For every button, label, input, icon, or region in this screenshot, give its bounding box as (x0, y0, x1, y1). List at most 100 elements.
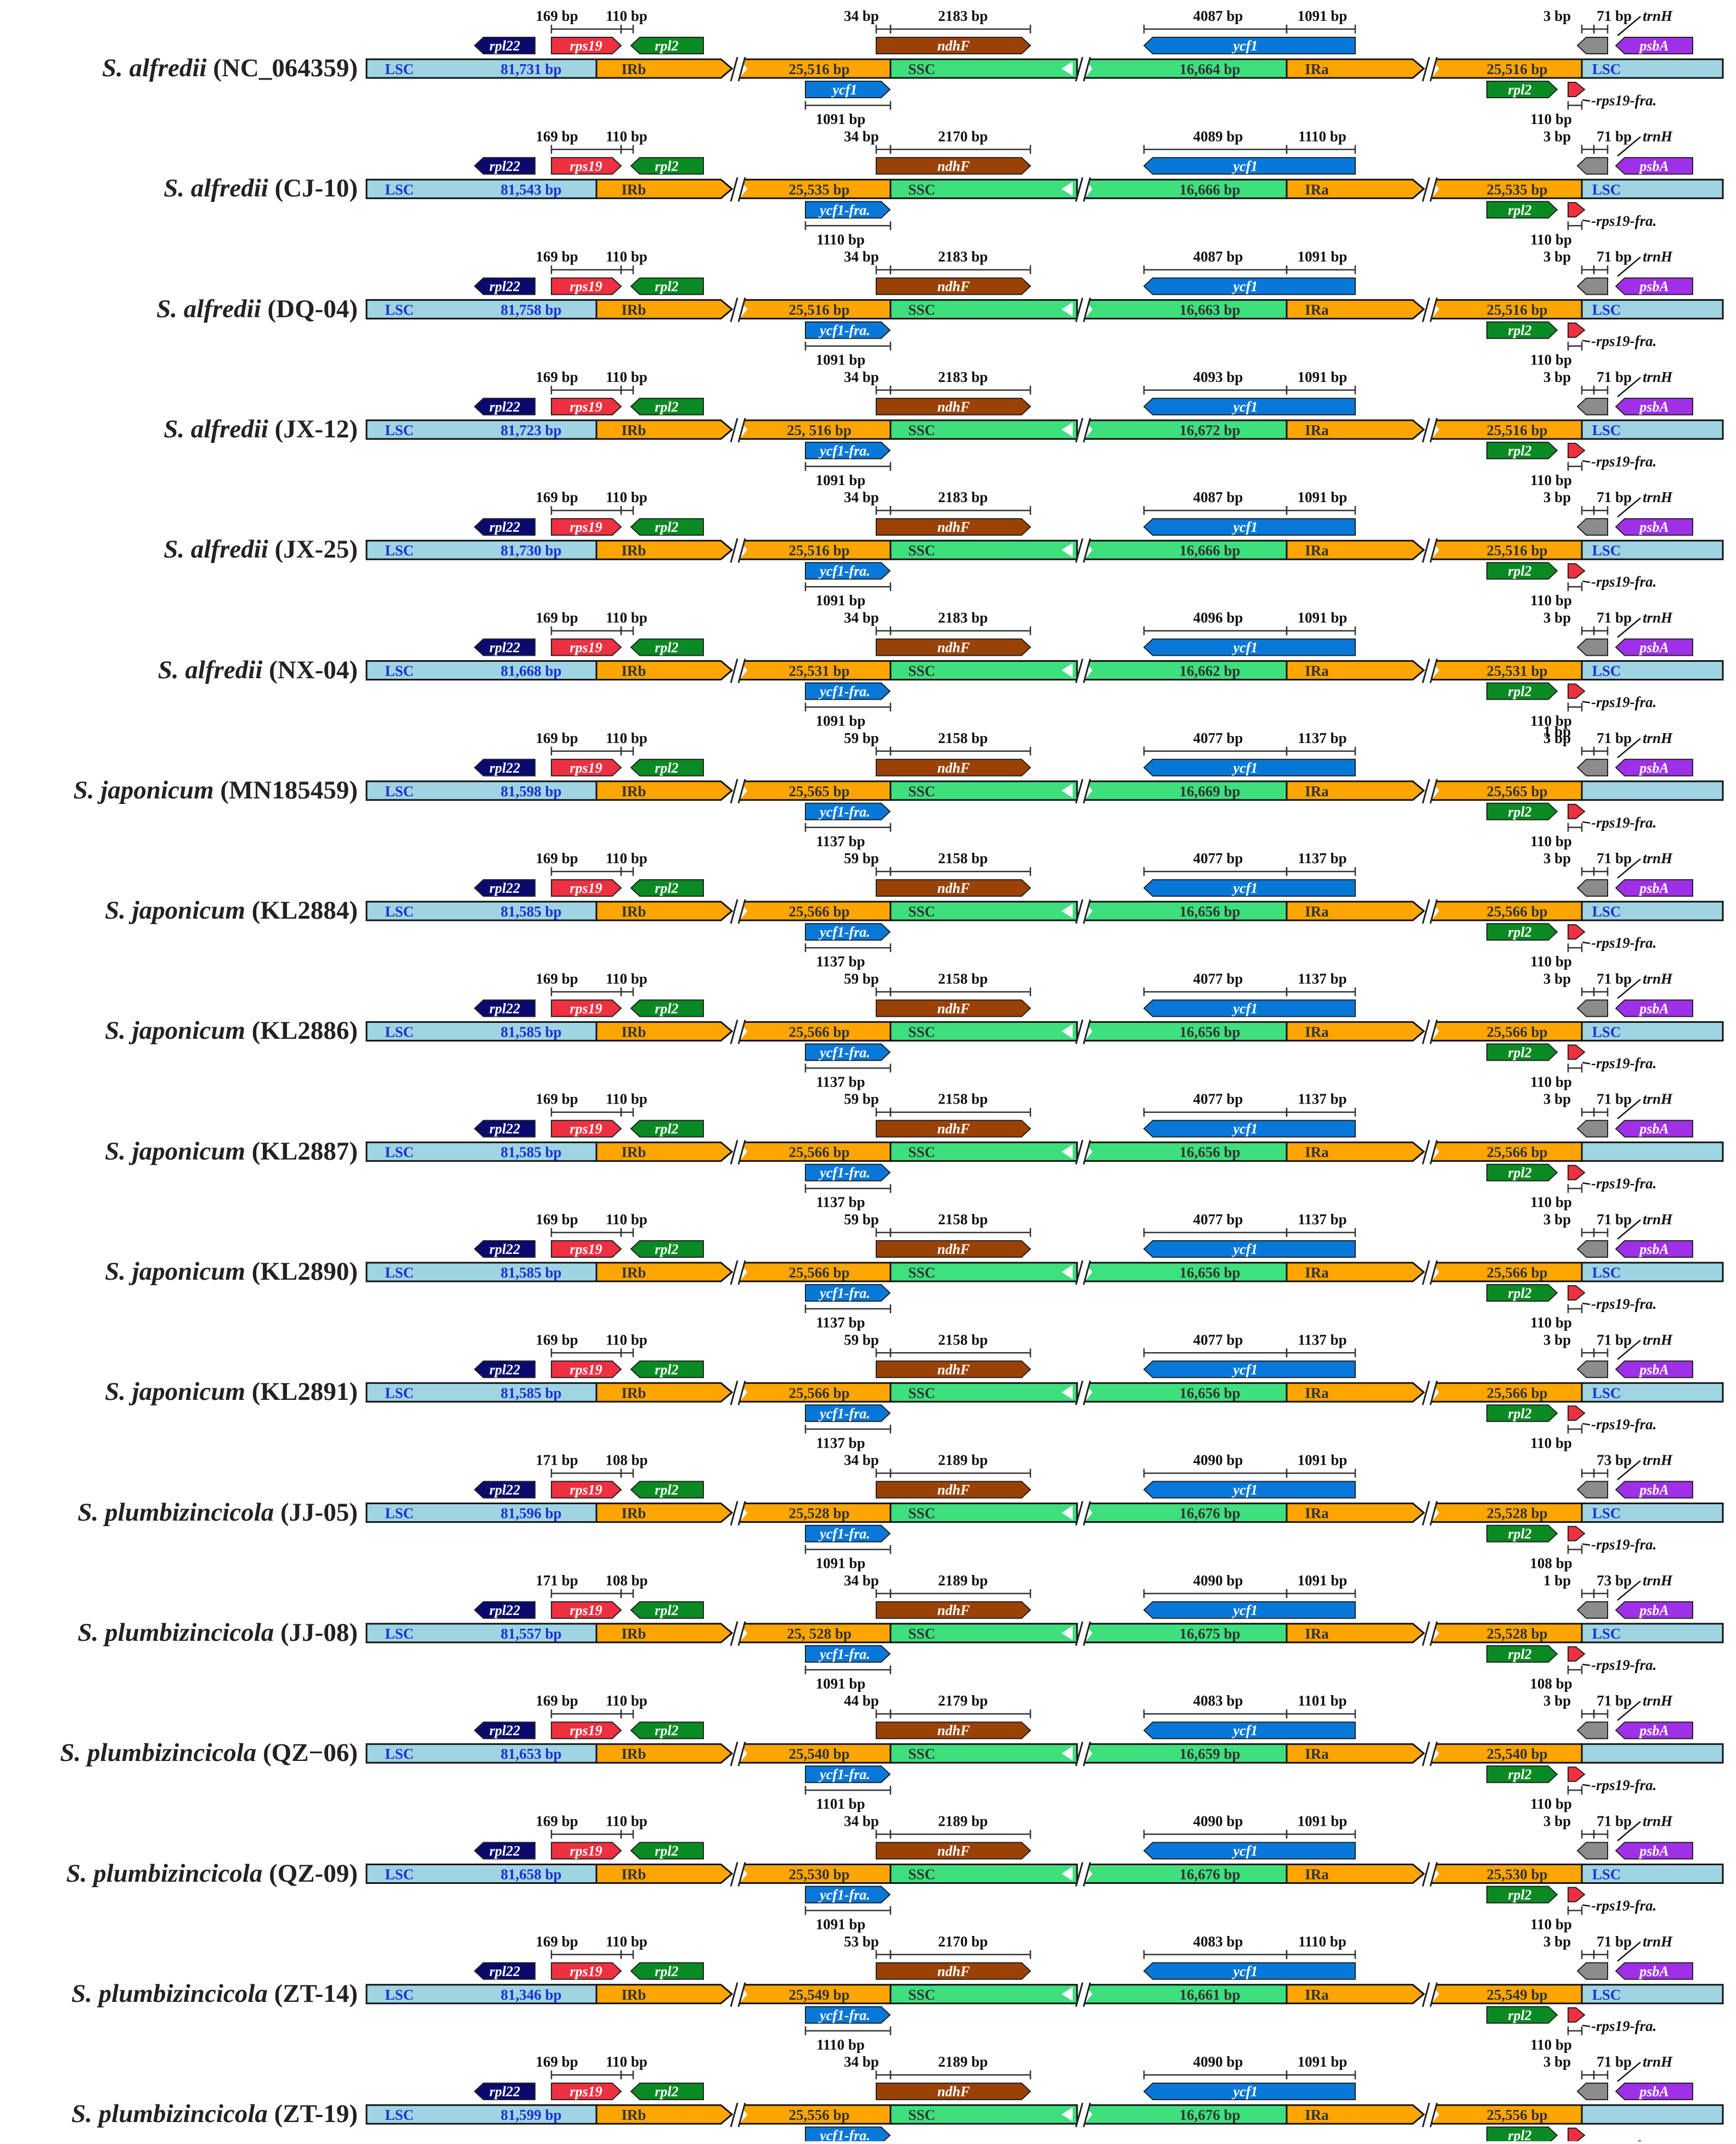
rps19-length: 169 bp (536, 610, 578, 626)
rpl2-gene (1486, 1043, 1558, 1061)
ssc-label: SSC (908, 1385, 935, 1401)
rps19-fra-pointer (1582, 1663, 1591, 1667)
ira-region (1286, 1141, 1425, 1162)
trnH-label: trnH (1643, 1091, 1673, 1107)
ira-label: IRa (1305, 1385, 1329, 1401)
lsc-label: LSC (385, 2107, 414, 2123)
rpl22-label: rpl22 (489, 1361, 520, 1377)
ycf1-fra-label: ycf1-fra. (818, 323, 870, 339)
ssc-region (889, 299, 1078, 320)
psbA-gap-bracket (1593, 1589, 1609, 1598)
break-mark (1076, 1861, 1090, 1888)
rps19-fra-bracket (1567, 1425, 1583, 1434)
rps19-label: rps19 (570, 38, 602, 54)
psbA-gap: 71 bp (1597, 1692, 1632, 1709)
ira-label: IRa (1305, 1866, 1329, 1883)
ira-region (1286, 419, 1425, 440)
lsc-size: 81,723 bp (500, 422, 561, 438)
ycf1-fra-bracket (804, 1184, 892, 1193)
lsc-label: LSC (385, 1385, 414, 1401)
rps19-length: 169 bp (536, 8, 578, 24)
ndhF-bracket (889, 25, 1032, 33)
rpl22-label: rpl22 (489, 2084, 520, 2100)
ndhF-gap-bracket (875, 987, 892, 997)
ira-region (1430, 1141, 1583, 1162)
rpl2-gene (1486, 1163, 1558, 1181)
ycf1-fra-gene (805, 1043, 891, 1061)
sample-row: LSC 81,585 bp IRb 25,566 bp SSC 16,656 bp IRa 2… (365, 1211, 1724, 1331)
rpl22-gene (474, 999, 536, 1017)
ndhF-label: ndhF (937, 38, 970, 54)
trnH-gap: 3 bp (1543, 1211, 1571, 1228)
rps19-fra-length: 110 bp (1530, 231, 1572, 247)
lsc-region (1581, 1021, 1724, 1042)
ndhF-gap-bracket (875, 1228, 892, 1237)
psbA-gap-bracket (1581, 506, 1595, 515)
psbA-gap-bracket (1581, 2070, 1595, 2080)
ssc-label: SSC (908, 1264, 935, 1281)
lsc-region (365, 1141, 598, 1162)
ycf1-fra-length: 1137 bp (816, 1434, 865, 1451)
ira-label: IRa (1305, 181, 1329, 198)
psbA-gap-bracket (1593, 1830, 1609, 1839)
ycf1-ir-length: 1137 bp (1298, 970, 1346, 987)
irb-region (595, 58, 734, 79)
irb-region (595, 901, 734, 921)
ycf1-fra-gene (805, 1886, 891, 1904)
ycf1-bracket (1143, 25, 1288, 33)
break-mark (1422, 1621, 1438, 1646)
lsc-label: LSC (1592, 1264, 1621, 1281)
ycf1-fra-length: 1110 bp (816, 231, 865, 247)
break-mark (1076, 1982, 1090, 2009)
ndhF-length: 2158 bp (938, 1211, 988, 1228)
rps19-fra-length: 110 bp (1530, 2036, 1572, 2053)
ssc-region (889, 58, 1078, 79)
break-mark (731, 1139, 745, 1167)
rpl22-gene (474, 37, 536, 54)
rps19-fra-pointer (1582, 1543, 1591, 1546)
ndhF-gap-bracket (875, 265, 892, 274)
ssc-region (889, 1503, 1078, 1523)
ssc-region (889, 780, 1078, 801)
trnH-pointer (1617, 1821, 1641, 1842)
ira-region (1286, 58, 1425, 79)
rpl2-label: rpl2 (1508, 1526, 1531, 1542)
ira-label: IRa (1305, 542, 1329, 559)
trnH-label: trnH (1643, 970, 1673, 987)
ndhF-bracket (889, 867, 1032, 876)
ssc-label: SSC (908, 1144, 935, 1161)
ssc-size: 16,669 bp (1179, 783, 1240, 800)
ssc-size: 16,666 bp (1179, 181, 1240, 198)
break-mark (730, 1621, 746, 1646)
rpl22-label: rpl22 (489, 760, 520, 776)
rpl2-label: rpl2 (655, 1000, 678, 1016)
species-name: S. japonicum (73, 775, 214, 804)
rpl2-length: 110 bp (606, 1692, 647, 1709)
ssc-label: SSC (908, 1987, 935, 2003)
ira-region (1286, 1864, 1425, 1884)
rps19-label: rps19 (570, 1843, 602, 1859)
rpl2-length: 110 bp (606, 2053, 647, 2070)
break-mark (731, 1741, 745, 1768)
break-mark (1075, 1862, 1091, 1887)
psbA-gene (1615, 1721, 1693, 1740)
ycf1-label: ycf1 (1232, 640, 1258, 656)
irb-label: IRb (621, 2107, 646, 2123)
rpl22-gene (474, 1721, 536, 1740)
ycf1-ir-bracket (1286, 1348, 1356, 1358)
irb-label: IRb (621, 783, 646, 800)
ssc-label: SSC (908, 663, 935, 679)
trnH-label: trnH (1643, 2053, 1673, 2070)
ira-region (1286, 2104, 1425, 2125)
ycf1-fra-label: ycf1-fra. (818, 1887, 870, 1903)
ycf1-label: ycf1 (1232, 2084, 1258, 2100)
rps19-fra-label: -rps19-fra. (1591, 694, 1656, 711)
ycf1-ir-length: 1091 bp (1298, 489, 1348, 505)
psbA-gap-bracket (1593, 1348, 1609, 1358)
break-mark (1422, 659, 1438, 683)
lsc-region (1581, 660, 1724, 680)
rpl2-label: rpl2 (1508, 1766, 1531, 1782)
psbA-gap-bracket (1593, 506, 1609, 515)
irb-label: IRb (621, 1385, 646, 1401)
ndhF-bracket (889, 1709, 1032, 1719)
